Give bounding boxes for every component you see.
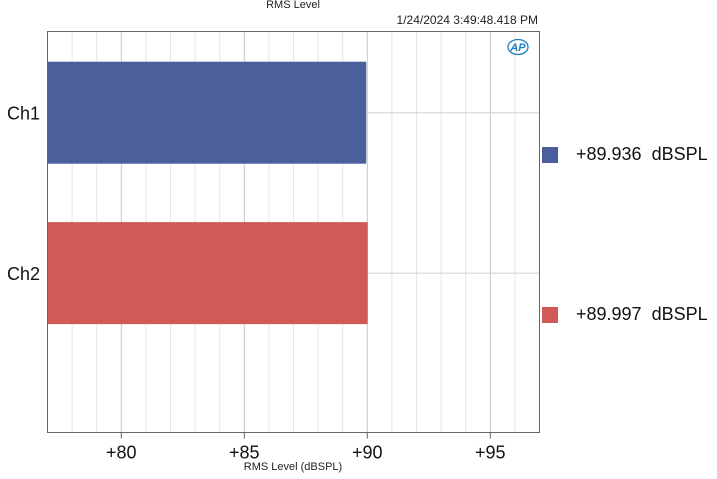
- svg-text:AP: AP: [509, 42, 526, 54]
- x-axis: +80 +85 +90 +95: [106, 432, 506, 463]
- bar-ch2: [47, 222, 368, 325]
- chart-title: RMS Level: [266, 0, 320, 11]
- x-axis-label: RMS Level (dBSPL): [243, 461, 343, 473]
- legend-swatch: [542, 146, 558, 163]
- legend-label: +89.936 dBSPL: [576, 144, 708, 164]
- category-label: Ch2: [7, 264, 40, 284]
- legend-item-ch1: +89.936 dBSPL: [542, 144, 708, 165]
- bar-ch1: [47, 61, 367, 164]
- category-label: Ch1: [7, 104, 40, 124]
- ap-logo: AP: [507, 38, 529, 56]
- x-tick-label: +85: [229, 443, 260, 463]
- x-tick-label: +95: [475, 443, 506, 463]
- legend-swatch: [542, 306, 558, 323]
- x-tick-label: +90: [352, 443, 383, 463]
- plot-frame: [47, 31, 540, 433]
- legend-item-ch2: +89.997 dBSPL: [542, 304, 708, 325]
- x-tick-label: +80: [106, 443, 137, 463]
- timestamp: 1/24/2024 3:49:48.418 PM: [396, 13, 538, 27]
- legend-label: +89.997 dBSPL: [576, 304, 708, 324]
- y-axis: Ch1 Ch2: [7, 104, 40, 284]
- bars: [47, 61, 368, 325]
